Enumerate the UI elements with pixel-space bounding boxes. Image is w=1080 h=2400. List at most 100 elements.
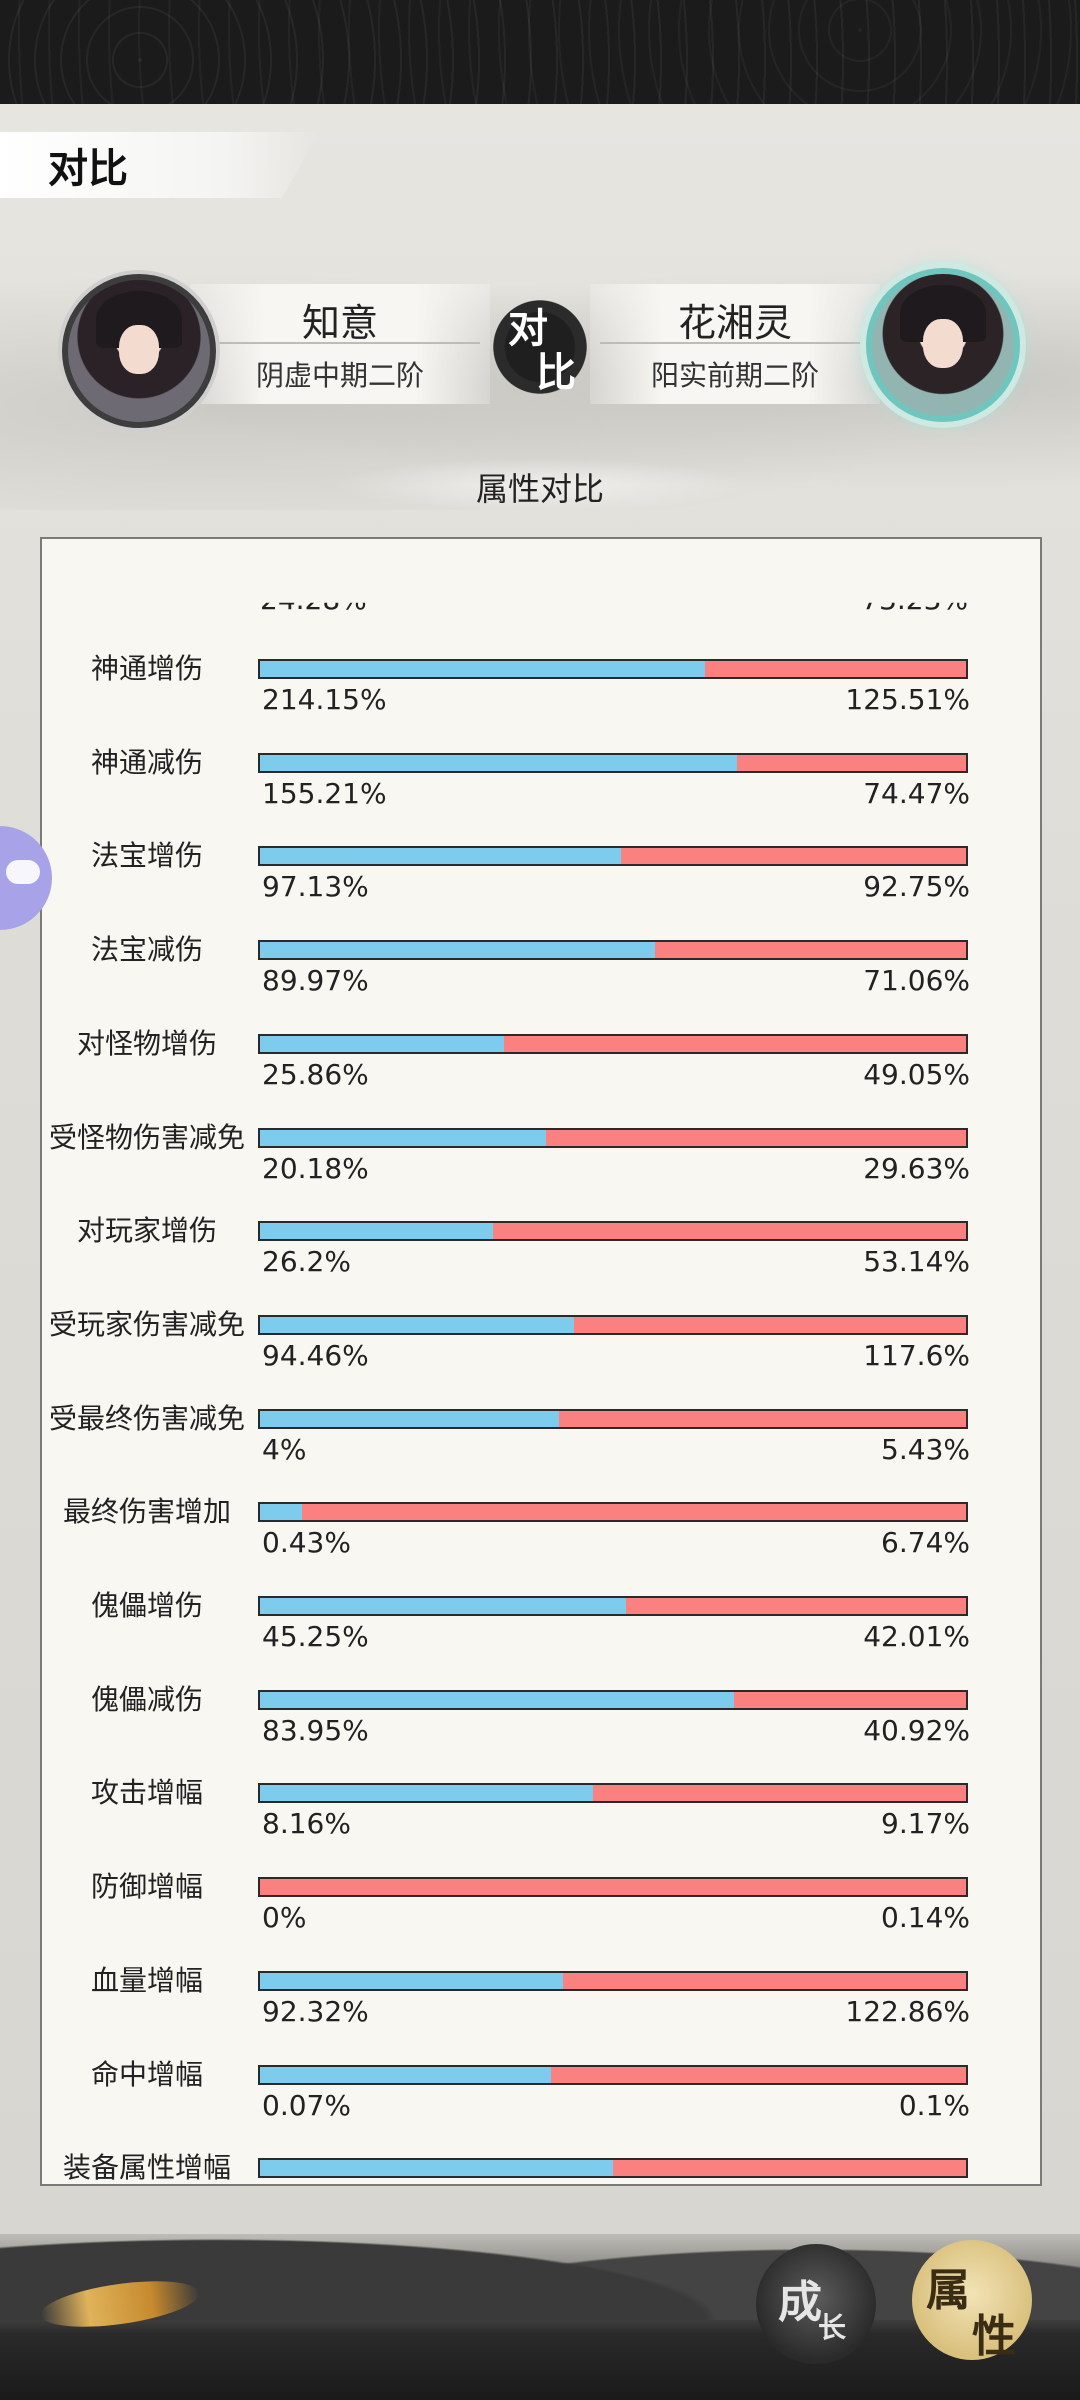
right-value: 9.17%	[881, 1807, 970, 1841]
comparison-bar	[258, 1783, 968, 1804]
comparison-bar	[258, 1970, 968, 1991]
section-title-bg	[330, 458, 750, 512]
left-name-plate: 知意 阴虚中期二阶	[190, 284, 490, 404]
left-value: 4%	[262, 1432, 307, 1466]
left-value: 83.95%	[262, 1713, 369, 1747]
attribute-row: 对怪物增伤 25.86% 49.05%	[42, 1026, 1040, 1122]
comparison-bar	[258, 1596, 968, 1616]
right-value: 0.1%	[898, 2088, 970, 2122]
comparison-bar	[258, 1221, 968, 1242]
attribute-row: 神通减伤 155.21% 74.47%	[42, 745, 1040, 841]
attribute-label: 傀儡增伤	[90, 1589, 203, 1622]
attribute-row: 血量增幅 92.32% 122.86%	[42, 1963, 1040, 2059]
attribute-label: 对怪物增伤	[76, 1026, 217, 1060]
right-player-avatar[interactable]	[866, 268, 1020, 422]
attribute-label: 受怪物伤害减免	[48, 1120, 245, 1154]
title-tab	[0, 132, 320, 198]
attribute-row: 受怪物伤害减免 20.18% 29.63%	[42, 1120, 1040, 1216]
attribute-row: 对玩家增伤 26.2% 53.14%	[42, 1215, 1040, 1309]
page-title: 对比	[48, 146, 128, 192]
left-share-fill	[260, 1035, 504, 1052]
attribute-row: 攻击增幅 8.16% 9.17%	[42, 1777, 1040, 1871]
left-share-fill	[260, 1316, 575, 1333]
attribute-label: 受玩家伤害减免	[48, 1307, 245, 1341]
comparison-bar	[258, 1689, 968, 1710]
attribute-row: 装备属性增幅	[42, 2151, 1040, 2185]
attribute-label: 命中增幅	[90, 2057, 203, 2091]
attribute-comparison-list[interactable]: 24.28% 73.23% 神通增伤 214.15% 125.51% 神通减伤 155.…	[40, 537, 1042, 2186]
face-shape	[923, 319, 963, 368]
left-value: 20.18%	[262, 1151, 369, 1185]
right-value: 40.92%	[863, 1713, 970, 1747]
left-value: 94.46%	[262, 1338, 369, 1372]
left-player-avatar[interactable]	[62, 274, 216, 428]
vs-badge	[488, 290, 592, 404]
left-value: 26.2%	[262, 1245, 351, 1279]
right-value: 53.14%	[863, 1245, 970, 1279]
attribute-row: 受最终伤害减免 4% 5.43%	[42, 1401, 1040, 1497]
left-share-fill	[260, 1972, 563, 1989]
attribute-label: 血量增幅	[90, 1963, 203, 1997]
left-value: 25.86%	[262, 1057, 369, 1091]
attribute-label: 法宝减伤	[90, 933, 203, 967]
attribute-row: 傀儡增伤 45.25% 42.01%	[42, 1590, 1040, 1684]
right-value: 92.75%	[863, 870, 970, 904]
left-share-fill	[260, 754, 738, 771]
right-value: 74.47%	[863, 776, 970, 810]
left-share-fill	[260, 1410, 560, 1427]
left-value: 92.32%	[262, 1994, 369, 2028]
comparison-bar	[258, 1408, 968, 1429]
attribute-label: 攻击增幅	[90, 1776, 203, 1810]
attribute-label: 法宝增伤	[90, 839, 203, 873]
left-share-fill	[260, 848, 622, 865]
left-value: 155.21%	[262, 776, 387, 810]
attribute-label: 对玩家增伤	[76, 1214, 217, 1248]
right-player-name: 花湘灵	[677, 301, 792, 345]
divider	[600, 342, 870, 344]
attribute-row: 防御增幅 0% 0.14%	[42, 1871, 1040, 1965]
top-dark-band	[0, 0, 1080, 104]
attribute-label: 防御增幅	[90, 1870, 203, 1904]
attribute-label: 受最终伤害减免	[48, 1401, 245, 1435]
comparison-bar	[258, 1127, 968, 1148]
face-shape	[119, 325, 159, 374]
vs-text-2: 比	[536, 350, 576, 396]
right-value: 122.86%	[845, 1994, 970, 2028]
section-title: 属性对比	[475, 470, 604, 508]
attribute-label: 傀儡减伤	[90, 1682, 203, 1716]
left-share-fill	[260, 661, 705, 677]
attribute-label: 装备属性增幅	[62, 2151, 231, 2185]
right-player-realm: 阳实前期二阶	[650, 359, 819, 392]
divider	[200, 342, 480, 344]
growth-button[interactable]: 成 长	[756, 2244, 876, 2364]
left-share-fill	[260, 2160, 613, 2177]
right-name-plate: 花湘灵 阳实前期二阶	[590, 284, 880, 404]
right-value: 42.01%	[863, 1620, 970, 1653]
left-share-fill	[260, 1504, 303, 1521]
attribute-row: 傀儡减伤 83.95% 40.92%	[42, 1682, 1040, 1778]
comparison-bar	[258, 940, 968, 961]
left-share-fill	[260, 1598, 627, 1614]
left-share-fill	[260, 1691, 735, 1708]
comparison-bar	[258, 1502, 968, 1523]
left-value: 8.16%	[262, 1807, 351, 1841]
growth-char-1: 成	[778, 2277, 822, 2328]
attribute-label: 最终伤害增加	[62, 1495, 231, 1529]
left-share-fill	[260, 2066, 551, 2083]
attribute-label: 神通减伤	[90, 745, 203, 779]
right-value: 71.06%	[863, 964, 970, 998]
attribute-row: 命中增幅 0.07% 0.1%	[42, 2057, 1040, 2153]
left-value: 45.25%	[262, 1620, 369, 1653]
right-value: 0.14%	[881, 1901, 970, 1935]
vs-text-1: 对	[508, 306, 548, 352]
right-value: 6.74%	[881, 1526, 970, 1560]
attribute-row: 受玩家伤害减免 94.46% 117.6%	[42, 1307, 1040, 1403]
gamepad-icon	[6, 860, 40, 884]
attribute-row: 法宝增伤 97.13% 92.75%	[42, 840, 1040, 934]
left-value: 89.97%	[262, 964, 369, 998]
partial-right-value: 73.23%	[861, 583, 968, 616]
left-share-fill	[260, 1785, 593, 1802]
comparison-bar	[258, 846, 968, 867]
attribute-button[interactable]: 属 性	[912, 2240, 1032, 2362]
right-value: 5.43%	[881, 1432, 970, 1466]
